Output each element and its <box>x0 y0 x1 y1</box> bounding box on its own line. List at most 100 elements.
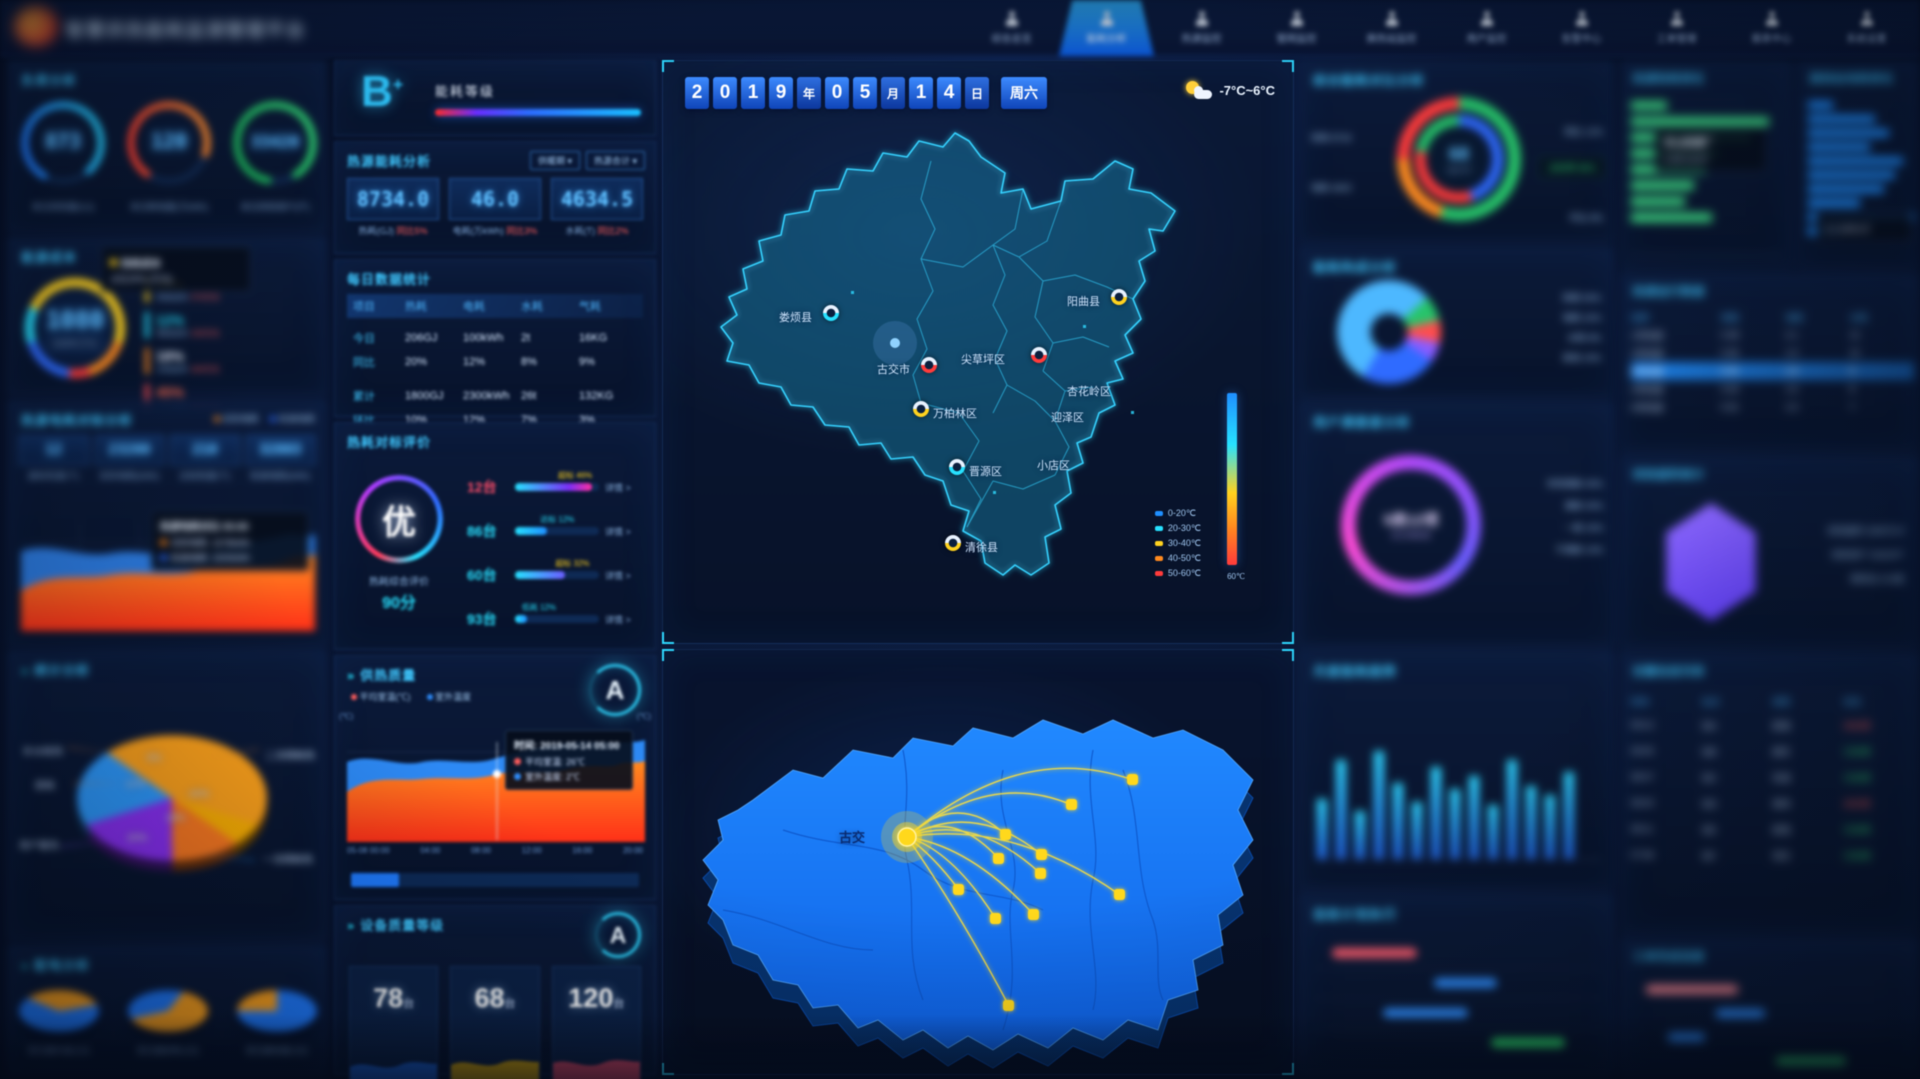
table-row: 08:47 站C 低温 已处理 <box>1631 772 1871 783</box>
grade-ring <box>355 475 443 563</box>
gauge-power: 120 本日耗电量(万kWh) <box>121 95 217 213</box>
nav-item-users[interactable]: 用户监控 <box>1439 0 1534 56</box>
source-filter-button[interactable]: 热源合计 ▾ <box>585 151 645 170</box>
panel-source-data-table: 热源运行数据 名称 热耗 电耗 水耗 1号热源 0.38 2.1 12 2号热源 0.36 1.… <box>1620 273 1920 451</box>
table-row: 09:12 站A 超温 未处理 <box>1631 720 1871 731</box>
panel-title: » 统计分析 <box>21 663 91 678</box>
app-logo <box>14 6 58 46</box>
filter-buttons: 供暖期 ▾ 热源合计 ▾ <box>529 151 645 170</box>
user-icon <box>1289 11 1305 26</box>
district-marker[interactable] <box>913 401 929 417</box>
nav-item-workorder[interactable]: 工单管理 <box>1629 0 1724 56</box>
power-chart-tooltip: 热源电耗对比 05:00 实际电耗: 1678kWh 标准电耗: 1500kWh <box>151 511 309 571</box>
device-card-inspect[interactable]: 78台 待检查 <box>349 966 439 1079</box>
user-icon <box>1479 11 1495 26</box>
table-row-highlighted[interactable]: 3号热源 0.35 1.8 9 <box>1631 362 1914 380</box>
table-row: 07:58 站F 低压 已处理 <box>1631 850 1871 861</box>
cost-donut: 1080 总成本(万元) <box>25 278 125 378</box>
district-marker[interactable] <box>823 305 839 321</box>
sun-cloud-icon <box>1186 81 1213 99</box>
grade-score: 90分 <box>382 595 416 612</box>
table-header: 时间 站点 类型 状态 <box>1631 696 1862 707</box>
device-card-maintain[interactable]: 68台 待保养 <box>450 966 540 1079</box>
flow-map-svg: 古交 <box>702 719 1254 1069</box>
monthly-bar-chart <box>1317 700 1601 860</box>
detail-link[interactable]: 详情 > <box>605 482 631 493</box>
panel-heating-quality: » 供热质量 A 平均室温(℃) 室外温度 (℃) (℃) 时间: 2019-05… <box>334 655 656 900</box>
district-marker[interactable] <box>945 535 961 551</box>
panel-title: 综合能耗对比分析 <box>1313 73 1426 88</box>
panel-area-stats: 供热面积统计 供热面积 3280万㎡ 供热用户 33420户 换热站 210座 <box>1620 456 1920 648</box>
nav-item-network[interactable]: 管网监控 <box>1249 0 1344 56</box>
panel-energy-cost: 能源成本 1080 总成本(万元) 热耗成本 占比25% (万元) 25% 热耗… <box>8 237 326 410</box>
ranking-tooltip: 东山热源厂 0.38 GJ/㎡ <box>1655 127 1767 172</box>
panel-title: 月度能耗趋势 <box>1313 664 1398 679</box>
panel-title: 每日数据统计 <box>347 272 432 287</box>
eval-row: 86台 达标 12% 详情 > <box>467 509 645 553</box>
detail-link[interactable]: 详情 > <box>605 614 631 625</box>
chart-scrollbar[interactable] <box>351 873 639 887</box>
grade-letter: B+ <box>361 67 404 116</box>
callout-line <box>73 783 125 784</box>
mini-pie-item: 变压器负载占比 <box>19 982 99 1057</box>
mini-pie-item: 变压器损耗占比 <box>128 982 208 1057</box>
nav-item-energy-active[interactable]: 能耗分析 <box>1059 0 1154 56</box>
table-row: 09:05 站B 超压 已处理 <box>1631 746 1871 757</box>
nav-item-overview[interactable]: 综合总览 <box>964 0 1059 56</box>
panel-title: 用户满意度分析 <box>1313 415 1412 430</box>
hub-label-text: 古交 <box>839 830 865 845</box>
power-area-chart: 热源电耗对比 05:00 实际电耗: 1678kWh 标准电耗: 1500kWh <box>21 511 315 638</box>
quality-grade-badge: A <box>589 664 641 716</box>
panel-title: 能耗构成分析 <box>1313 260 1398 275</box>
nav-item-station[interactable]: 换热站监控 <box>1344 0 1439 56</box>
grade-label: 能耗等级 <box>435 84 496 99</box>
area-stat-rows: 供热面积 3280万㎡ 供热用户 33420户 换热站 210座 <box>1827 526 1904 584</box>
flow-map-panel: 古交 古交 <box>662 649 1294 1075</box>
table-row: 同比 20% 12% 8% 9% <box>353 356 595 369</box>
panel-title: 负荷分析 <box>21 73 78 88</box>
user-icon <box>1574 11 1590 26</box>
device-grade-badge: A <box>595 912 641 958</box>
x-axis-labels: 05-08 00:00 04:00 08:00 12:00 16:00 20:00 <box>347 846 643 855</box>
panel-title: 热耗对标评价 <box>347 435 432 450</box>
cost-tooltip: 热耗成本 占比25% (万元) <box>101 246 251 292</box>
panel-distribution: » 配电分析 变压器负载占比 变压器损耗占比 变压器电量占比 <box>8 945 326 1075</box>
quality-chart-tooltip: 时间: 2019-05-14 05:00 平均室温: 26℃ 室外温度: 2℃ <box>505 730 633 790</box>
nav-item-source[interactable]: 热源监控 <box>1154 0 1249 56</box>
panel-statistics-pie: » 统计分析 44% 20% 12% 6% 18% 补水耗热 损耗 用户散热 二次… <box>8 650 326 940</box>
district-marker[interactable] <box>1111 289 1127 305</box>
cost-item: 12% 电耗成本 130万元 <box>145 312 317 339</box>
mini-pie-item: 变压器电量占比 <box>237 982 317 1057</box>
user-icon <box>1764 11 1780 26</box>
detail-link[interactable]: 详情 > <box>605 526 631 537</box>
nav-item-alarm[interactable]: 告警中心 <box>1534 0 1629 56</box>
panel-workorder-progress: 工单完成进度 <box>1620 938 1920 1075</box>
period-filter-button[interactable]: 供暖期 ▾ <box>529 151 580 170</box>
user-icon <box>1384 11 1400 26</box>
temperature-gradient-bar <box>1227 393 1237 565</box>
panel-title: 热源能耗分析 <box>347 154 432 169</box>
power-stats: 12 超标热源(个) 23200 实际电耗(kWh) 210 达标热源(个) 3280… <box>19 435 315 482</box>
weekday: 周六 <box>1001 77 1047 109</box>
hexagon-graphic <box>1666 503 1756 621</box>
table-row: 今日 206GJ 100kWh 2t 16KG <box>353 332 608 345</box>
panel-title: 供热面积统计 <box>1633 469 1705 481</box>
nav-item-report[interactable]: 报表中心 <box>1724 0 1819 56</box>
district-map-panel: 2 0 1 9 年 0 5 月 1 4 日 周六 -7°C~6° <box>662 60 1294 644</box>
eval-row: 12台 超标 46% 详情 > <box>467 465 645 509</box>
alarm-table: 时间 站点 类型 状态 09:12 站A 超温 未处理 09:05 站B 超压 已处理 08:47… <box>1631 690 1914 868</box>
district-marker[interactable] <box>949 459 965 475</box>
district-marker[interactable] <box>1031 347 1047 363</box>
device-card-repair[interactable]: 120台 待维修 <box>551 966 641 1079</box>
table-row: 5号热源 0.31 1.5 7 <box>1631 402 1855 413</box>
scrollbar-handle[interactable] <box>351 873 399 887</box>
panel-device-grade: »设备质量等级 A 78台 待检查 68台 待保养 120台 待维修 <box>334 905 656 1079</box>
detail-link[interactable]: 详情 > <box>605 570 631 581</box>
gauge-heat: 873 本日供热量(GJ) <box>15 95 111 213</box>
nav-item-settings[interactable]: 系统设置 <box>1819 0 1914 56</box>
table-row: 08:30 站D 离线 未处理 <box>1631 798 1871 809</box>
eval-row: 60台 超标 32% 详情 > <box>467 553 645 597</box>
app-title: 智慧供热能耗监测管理平台 <box>66 20 306 40</box>
district-marker[interactable] <box>921 357 937 373</box>
